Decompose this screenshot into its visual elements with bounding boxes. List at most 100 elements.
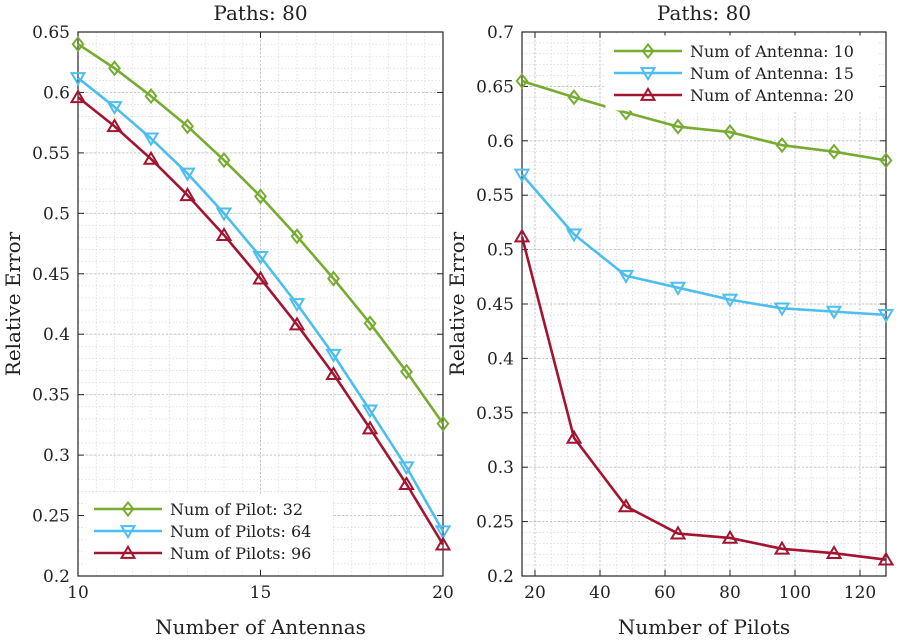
y-tick-label: 0.7 — [487, 23, 514, 43]
data-point — [142, 150, 160, 165]
data-point — [434, 525, 452, 540]
data-point — [513, 228, 531, 243]
data-point — [252, 250, 269, 266]
y-axis-label: Relative Error — [445, 231, 469, 376]
legend-label: Num of Antenna: 10 — [690, 42, 854, 61]
data-point — [877, 309, 895, 324]
y-tick-label: 0.55 — [32, 144, 70, 164]
legend-label: Num of Antenna: 20 — [690, 86, 854, 105]
series-1 — [71, 35, 450, 432]
data-point — [567, 89, 581, 106]
series-line — [77, 96, 445, 546]
data-point — [825, 545, 843, 560]
chart-2: 0.2 0.25 0.3 0.35 0.4 0.45 0.5 0.55 0.6 0.65 0.7 20… — [445, 1, 895, 639]
y-tick-label: 0.35 — [476, 404, 514, 424]
data-point — [325, 348, 342, 363]
data-point — [825, 305, 843, 320]
legend: Num of Pilot: 32 Num of Pilots: 64 Num of … — [85, 493, 333, 569]
y-tick-label: 0.35 — [32, 386, 70, 406]
data-point — [617, 498, 635, 513]
y-tick-label: 0.2 — [43, 567, 70, 587]
legend-marker — [119, 544, 137, 559]
legend-label: Num of Antenna: 15 — [690, 64, 854, 83]
x-tick-label: 10 — [67, 583, 89, 603]
y-tick-label: 0.2 — [487, 567, 514, 587]
legend-marker — [641, 42, 655, 60]
data-point — [565, 228, 583, 243]
x-tick-label: 80 — [719, 583, 741, 603]
y-tick-label: 0.4 — [487, 349, 514, 369]
x-tick-label: 40 — [589, 583, 611, 603]
data-point — [288, 298, 306, 313]
data-point — [142, 132, 160, 147]
legend-marker — [119, 525, 137, 540]
y-tick-label: 0.5 — [487, 241, 514, 261]
data-point — [877, 551, 895, 566]
series-line — [521, 173, 887, 317]
series-line — [521, 79, 887, 162]
data-point — [565, 429, 583, 444]
y-axis-label: Relative Error — [1, 231, 25, 376]
data-point — [106, 101, 123, 116]
series-3 — [69, 89, 452, 551]
data-point — [773, 540, 791, 555]
y-tick-label: 0.5 — [43, 204, 70, 224]
data-point — [773, 302, 791, 317]
data-point — [363, 315, 377, 332]
data-point — [775, 137, 789, 154]
series-2 — [69, 72, 452, 540]
y-tick-label: 0.6 — [487, 132, 514, 152]
chart-title: Paths: 80 — [213, 1, 307, 25]
data-point — [879, 152, 893, 169]
y-tick-label: 0.3 — [43, 446, 70, 466]
data-point — [179, 187, 196, 202]
y-tick-label: 0.3 — [487, 458, 514, 478]
data-point — [254, 188, 267, 205]
data-point — [71, 35, 85, 53]
data-point — [513, 168, 531, 183]
data-point — [671, 118, 685, 135]
y-tick-label: 0.55 — [476, 186, 514, 206]
grid — [522, 31, 886, 577]
data-point — [69, 89, 87, 104]
data-point — [434, 536, 452, 551]
data-point — [436, 415, 450, 432]
series-line — [77, 43, 445, 425]
y-tick-label: 0.25 — [476, 513, 514, 533]
x-tick-label: 120 — [844, 583, 876, 603]
data-point — [144, 87, 158, 105]
data-point — [669, 525, 687, 540]
y-tick-label: 0.25 — [32, 507, 70, 527]
data-point — [252, 270, 269, 285]
data-point — [515, 72, 529, 90]
y-tick-label: 0.45 — [476, 295, 514, 315]
x-tick-label: 20 — [524, 583, 546, 603]
data-point — [217, 152, 231, 169]
ticks: 0.2 0.25 0.3 0.35 0.4 0.45 0.5 0.55 0.6 0.65 0.7 20… — [476, 23, 886, 603]
series-line — [77, 76, 445, 532]
data-point — [290, 228, 304, 245]
data-point — [721, 529, 739, 544]
x-tick-label: 20 — [432, 583, 454, 603]
chart-1: 0.2 0.25 0.3 0.35 0.4 0.45 0.5 0.55 0.6 0.65 10 15 2… — [1, 1, 454, 639]
data-point — [179, 167, 196, 182]
ticks: 0.2 0.25 0.3 0.35 0.4 0.45 0.5 0.55 0.6 0.65 10 15 2… — [32, 23, 454, 603]
data-point — [181, 118, 194, 135]
legend-marker — [121, 500, 135, 518]
data-point — [398, 461, 415, 476]
x-tick-label: 100 — [779, 583, 811, 603]
legend-marker — [639, 67, 657, 82]
data-point — [361, 404, 379, 419]
x-tick-label: 60 — [654, 583, 676, 603]
data-point — [327, 270, 340, 287]
data-point — [106, 118, 123, 133]
series-line — [520, 236, 887, 561]
data-point — [215, 207, 233, 222]
data-point — [215, 226, 233, 241]
data-point — [69, 72, 87, 87]
legend-label: Num of Pilots: 96 — [170, 544, 311, 563]
data-point — [669, 281, 687, 296]
y-tick-label: 0.65 — [476, 77, 514, 97]
data-point — [108, 60, 121, 77]
